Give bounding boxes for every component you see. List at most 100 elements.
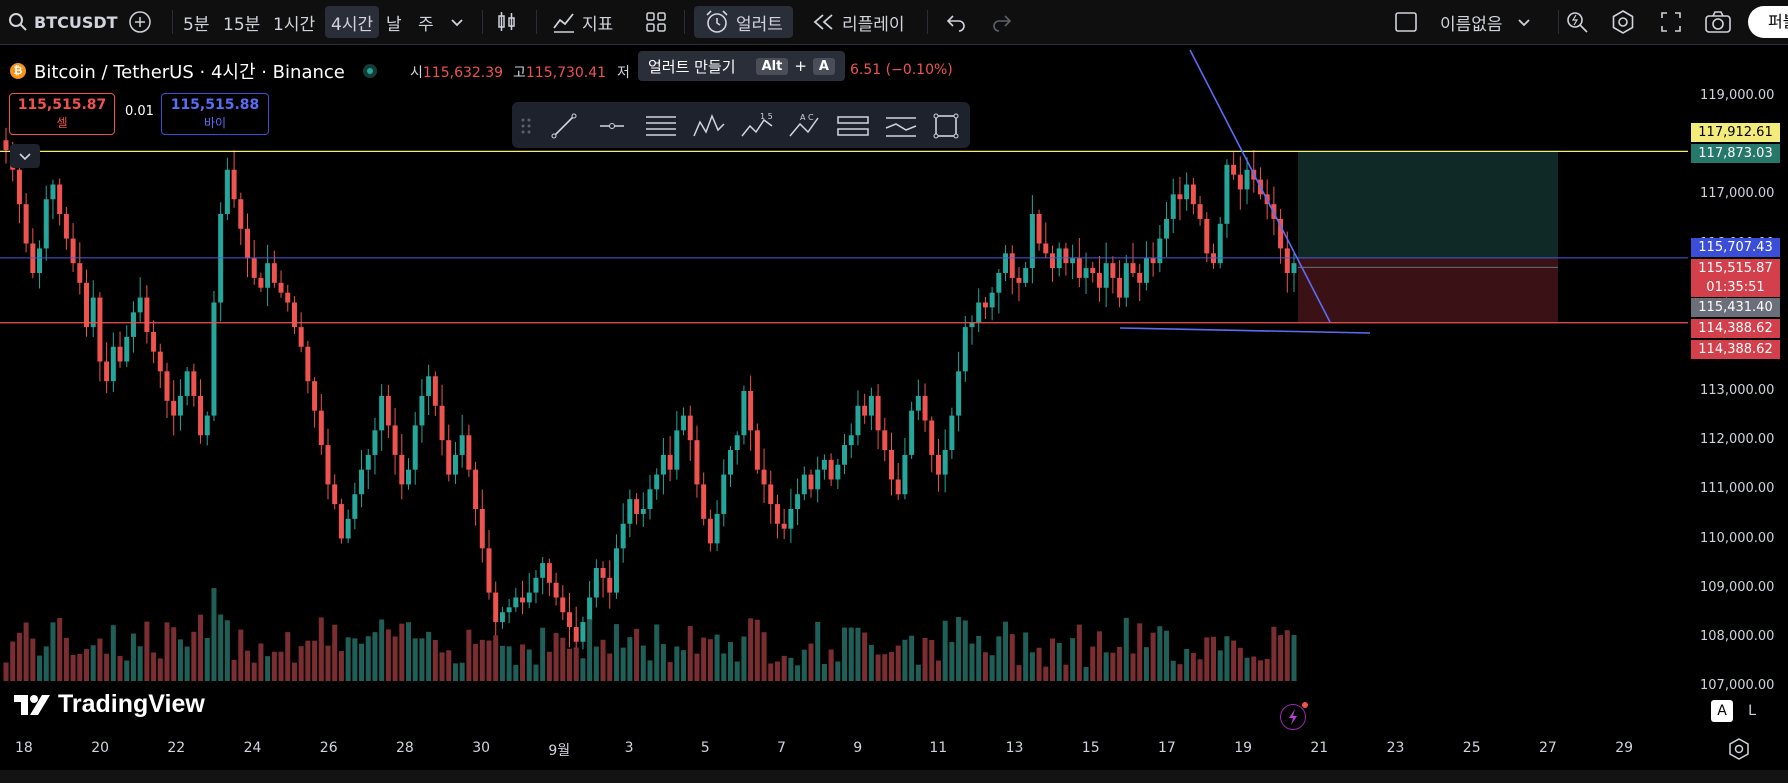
drag-handle-icon[interactable] bbox=[520, 112, 532, 140]
volume-bar bbox=[721, 653, 727, 681]
trend-line-icon[interactable] bbox=[550, 112, 578, 140]
time-tick: 22 bbox=[167, 740, 186, 756]
candle-body bbox=[1023, 268, 1029, 283]
volume-bar bbox=[10, 641, 16, 681]
indicators-button[interactable]: 지표 bbox=[552, 6, 613, 38]
volume-bar bbox=[1190, 653, 1196, 681]
volume-bar bbox=[84, 649, 89, 681]
interval-week[interactable]: 주 bbox=[418, 14, 434, 35]
time-tick: 30 bbox=[472, 740, 491, 756]
interval-4h[interactable]: 4시간 bbox=[325, 6, 380, 38]
volume-bar bbox=[801, 649, 807, 681]
candle-body bbox=[848, 435, 854, 446]
volume-bar bbox=[667, 662, 673, 681]
volume-bar bbox=[882, 654, 888, 681]
candle-body bbox=[513, 597, 519, 608]
undo-button[interactable] bbox=[945, 6, 967, 38]
add-symbol-button[interactable] bbox=[128, 6, 152, 38]
candle-body bbox=[198, 395, 204, 436]
volume-bar bbox=[795, 665, 801, 681]
volume-bar bbox=[781, 655, 787, 681]
candle-body bbox=[16, 169, 22, 205]
candle-body bbox=[567, 612, 572, 627]
interval-day[interactable]: 날 bbox=[386, 14, 402, 35]
fullscreen-button[interactable] bbox=[1659, 6, 1683, 38]
candle-body bbox=[889, 450, 894, 480]
fib-retracement-icon[interactable] bbox=[644, 112, 678, 140]
spread-value: 0.01 bbox=[125, 104, 154, 119]
candle-body bbox=[1009, 253, 1015, 278]
settings-button[interactable] bbox=[1610, 6, 1636, 38]
layouts-button[interactable] bbox=[645, 6, 667, 38]
candle-body bbox=[862, 405, 868, 416]
buy-button[interactable]: 115,515.88 바이 bbox=[161, 93, 269, 135]
chart-type-button[interactable] bbox=[496, 6, 518, 38]
candle-body bbox=[1143, 258, 1149, 283]
gear-icon[interactable] bbox=[1727, 737, 1751, 761]
candle-body bbox=[1096, 273, 1102, 288]
square-icon bbox=[1395, 12, 1417, 32]
publish-button[interactable]: 퍼블 bbox=[1748, 6, 1788, 38]
sell-button[interactable]: 115,515.87 셀 bbox=[9, 93, 115, 135]
candle-body bbox=[701, 484, 707, 519]
candle-body bbox=[63, 214, 69, 239]
candle-body bbox=[1110, 263, 1116, 278]
auto-scale-button[interactable]: A bbox=[1711, 700, 1733, 722]
layout-name-button[interactable]: 이름없음 bbox=[1394, 6, 1531, 38]
candle-body bbox=[634, 499, 640, 514]
quick-search-button[interactable] bbox=[1564, 6, 1590, 38]
candle-body bbox=[795, 494, 801, 509]
candle-body bbox=[902, 454, 908, 495]
interval-5m[interactable]: 5분 bbox=[183, 14, 210, 35]
candle-body bbox=[754, 430, 760, 470]
candle-body bbox=[406, 469, 411, 485]
grid-icon bbox=[646, 12, 666, 32]
forecast-icon[interactable] bbox=[884, 112, 918, 140]
candle-body bbox=[305, 346, 311, 382]
candle-body bbox=[1117, 277, 1123, 298]
pattern-icon[interactable] bbox=[692, 112, 726, 140]
volume-bar bbox=[251, 662, 257, 681]
candle-body bbox=[439, 405, 445, 441]
candle-body bbox=[694, 440, 700, 485]
a-key: A bbox=[812, 57, 835, 75]
interval-1h[interactable]: 1시간 bbox=[273, 14, 316, 35]
volume-bar bbox=[466, 629, 472, 681]
volume-bar bbox=[231, 659, 237, 681]
volume-bar bbox=[318, 617, 324, 681]
time-tick: 25 bbox=[1462, 740, 1481, 756]
volume-bar bbox=[1244, 657, 1250, 681]
redo-button[interactable] bbox=[991, 6, 1013, 38]
time-tick: 15 bbox=[1081, 740, 1100, 756]
volume-bar bbox=[332, 624, 338, 681]
position-tool-icon[interactable] bbox=[836, 112, 870, 140]
interval-dropdown[interactable] bbox=[450, 6, 464, 38]
candle-body bbox=[942, 450, 948, 475]
rewind-icon bbox=[813, 14, 833, 30]
elliott-wave-icon[interactable]: 1 5 bbox=[740, 112, 774, 140]
abc-pattern-icon[interactable]: A C bbox=[788, 112, 822, 140]
lightning-button[interactable] bbox=[1280, 702, 1308, 730]
volume-bar bbox=[889, 651, 894, 681]
snapshot-button[interactable] bbox=[1704, 6, 1732, 38]
alert-button[interactable]: 얼러트 bbox=[694, 6, 793, 38]
price-tick: 107,000.00 bbox=[1700, 678, 1775, 693]
symbol-search-button[interactable]: BTCUSDT bbox=[8, 6, 118, 38]
candle-body bbox=[1016, 277, 1022, 283]
time-tick: 9 bbox=[853, 740, 863, 756]
candle-body bbox=[962, 327, 968, 372]
candle-body bbox=[546, 563, 552, 583]
volume-bar bbox=[97, 638, 103, 681]
volume-bar bbox=[942, 620, 948, 681]
volume-bar bbox=[224, 620, 230, 681]
volume-bar bbox=[144, 621, 150, 681]
candle-body bbox=[1130, 263, 1136, 273]
replay-button[interactable]: 리플레이 bbox=[812, 6, 905, 38]
horizontal-ray-icon[interactable] bbox=[598, 112, 626, 140]
collapse-legend-button[interactable] bbox=[10, 144, 40, 168]
camera-icon bbox=[1705, 11, 1731, 33]
rectangle-icon[interactable] bbox=[932, 112, 960, 140]
candle-body bbox=[164, 371, 170, 401]
interval-15m[interactable]: 15분 bbox=[223, 14, 261, 35]
log-scale-button[interactable]: L bbox=[1748, 703, 1756, 719]
